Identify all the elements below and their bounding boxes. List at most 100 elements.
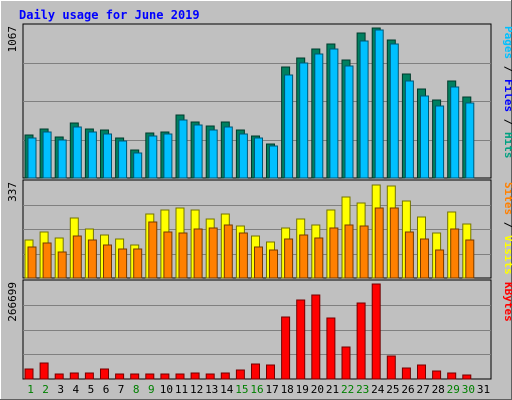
chart-title: Daily usage for June 2019 bbox=[19, 8, 200, 22]
bar-sites bbox=[329, 227, 339, 279]
legend-part: Files bbox=[502, 79, 512, 112]
bar-kbytes bbox=[447, 372, 457, 380]
bar-files bbox=[374, 29, 384, 179]
bar-kbytes bbox=[145, 373, 155, 380]
bar-sites bbox=[465, 239, 475, 279]
series-sites bbox=[27, 207, 475, 279]
bar-sites bbox=[223, 224, 233, 279]
bar-kbytes bbox=[371, 283, 381, 380]
bar-sites bbox=[148, 221, 158, 279]
bar-sites bbox=[254, 246, 263, 279]
x-tick-label: 28 bbox=[432, 383, 445, 396]
x-tick-label: 16 bbox=[250, 383, 263, 396]
x-tick-label: 7 bbox=[118, 383, 125, 396]
bar-kbytes bbox=[100, 368, 109, 380]
x-tick-label: 5 bbox=[88, 383, 95, 396]
series-files bbox=[27, 29, 475, 179]
legend-kbytes: KBytes bbox=[502, 282, 512, 322]
bar-kbytes bbox=[205, 373, 215, 380]
bar-files bbox=[118, 140, 128, 179]
bar-kbytes bbox=[24, 368, 34, 380]
bar-sites bbox=[42, 242, 52, 279]
x-tick-label: 25 bbox=[386, 383, 399, 396]
bar-files bbox=[329, 48, 339, 179]
bar-files bbox=[435, 105, 445, 179]
x-tick-label: 6 bbox=[103, 383, 110, 396]
x-tick-label: 11 bbox=[175, 383, 188, 396]
x-tick-label: 23 bbox=[356, 383, 369, 396]
bar-kbytes bbox=[235, 369, 245, 380]
x-tick-label: 22 bbox=[341, 383, 354, 396]
bar-files bbox=[27, 137, 37, 179]
bar-files bbox=[193, 124, 203, 179]
legend-part: KBytes bbox=[502, 282, 512, 322]
x-tick-label: 9 bbox=[148, 383, 155, 396]
bar-files bbox=[178, 119, 188, 179]
bar-files bbox=[269, 145, 278, 179]
bar-sites bbox=[238, 232, 248, 279]
bar-sites bbox=[420, 238, 429, 279]
bar-sites bbox=[269, 249, 278, 279]
bar-kbytes bbox=[84, 372, 94, 380]
bar-kbytes bbox=[39, 362, 49, 380]
x-tick-label: 20 bbox=[311, 383, 324, 396]
x-tick-label: 4 bbox=[72, 383, 79, 396]
bar-kbytes bbox=[160, 373, 170, 380]
bar-kbytes bbox=[190, 372, 200, 380]
bar-files bbox=[103, 133, 112, 179]
bar-files bbox=[148, 135, 158, 179]
bar-files bbox=[420, 95, 429, 179]
panel-kbytes: 266699 KBytes bbox=[6, 279, 512, 380]
x-tick-label: 31 bbox=[477, 383, 490, 396]
x-tick-label: 30 bbox=[462, 383, 475, 396]
bar-files bbox=[223, 126, 233, 179]
bar-files bbox=[389, 43, 399, 179]
bar-sites bbox=[103, 244, 112, 279]
x-tick-label: 12 bbox=[190, 383, 203, 396]
bar-kbytes bbox=[401, 367, 411, 380]
legend-sites-visits: Sites / Visits bbox=[502, 182, 512, 275]
bar-kbytes bbox=[220, 372, 230, 380]
legend-part: / bbox=[502, 112, 512, 132]
bar-kbytes bbox=[281, 316, 291, 380]
bar-files bbox=[238, 133, 248, 179]
x-tick-label: 17 bbox=[265, 383, 278, 396]
bar-files bbox=[72, 126, 82, 179]
bar-kbytes bbox=[266, 364, 275, 380]
x-tick-label: 29 bbox=[447, 383, 460, 396]
y-max-label: 1067 bbox=[6, 26, 19, 53]
bar-files bbox=[87, 131, 97, 179]
bar-kbytes bbox=[115, 373, 125, 380]
x-tick-label: 24 bbox=[371, 383, 385, 396]
y-max-label: 337 bbox=[6, 182, 19, 202]
legend-hits-pages-files: Pages / Files / Hits bbox=[502, 26, 512, 159]
bar-kbytes bbox=[326, 317, 336, 380]
bar-kbytes bbox=[69, 372, 79, 380]
bar-kbytes bbox=[432, 370, 442, 380]
series-kbytes bbox=[24, 283, 472, 380]
x-tick-label: 15 bbox=[235, 383, 248, 396]
bar-kbytes bbox=[462, 374, 472, 380]
legend-part: / bbox=[502, 215, 512, 235]
bar-files bbox=[254, 137, 263, 179]
x-tick-label: 14 bbox=[220, 383, 234, 396]
bar-kbytes bbox=[130, 373, 140, 380]
bar-files bbox=[133, 152, 143, 179]
bar-sites bbox=[133, 248, 143, 279]
bar-sites bbox=[118, 248, 128, 279]
x-tick-label: 18 bbox=[281, 383, 294, 396]
x-tick-label: 26 bbox=[401, 383, 414, 396]
bar-files bbox=[404, 80, 414, 179]
legend-part: Visits bbox=[502, 235, 512, 275]
bar-files bbox=[359, 40, 369, 179]
x-tick-label: 2 bbox=[42, 383, 49, 396]
bar-sites bbox=[450, 228, 460, 279]
bar-sites bbox=[314, 237, 324, 279]
legend-part: Hits bbox=[502, 132, 512, 159]
x-tick-label: 8 bbox=[133, 383, 140, 396]
bar-files bbox=[163, 133, 173, 179]
bar-sites bbox=[208, 227, 218, 279]
bar-files bbox=[465, 102, 475, 179]
bar-kbytes bbox=[386, 355, 396, 380]
